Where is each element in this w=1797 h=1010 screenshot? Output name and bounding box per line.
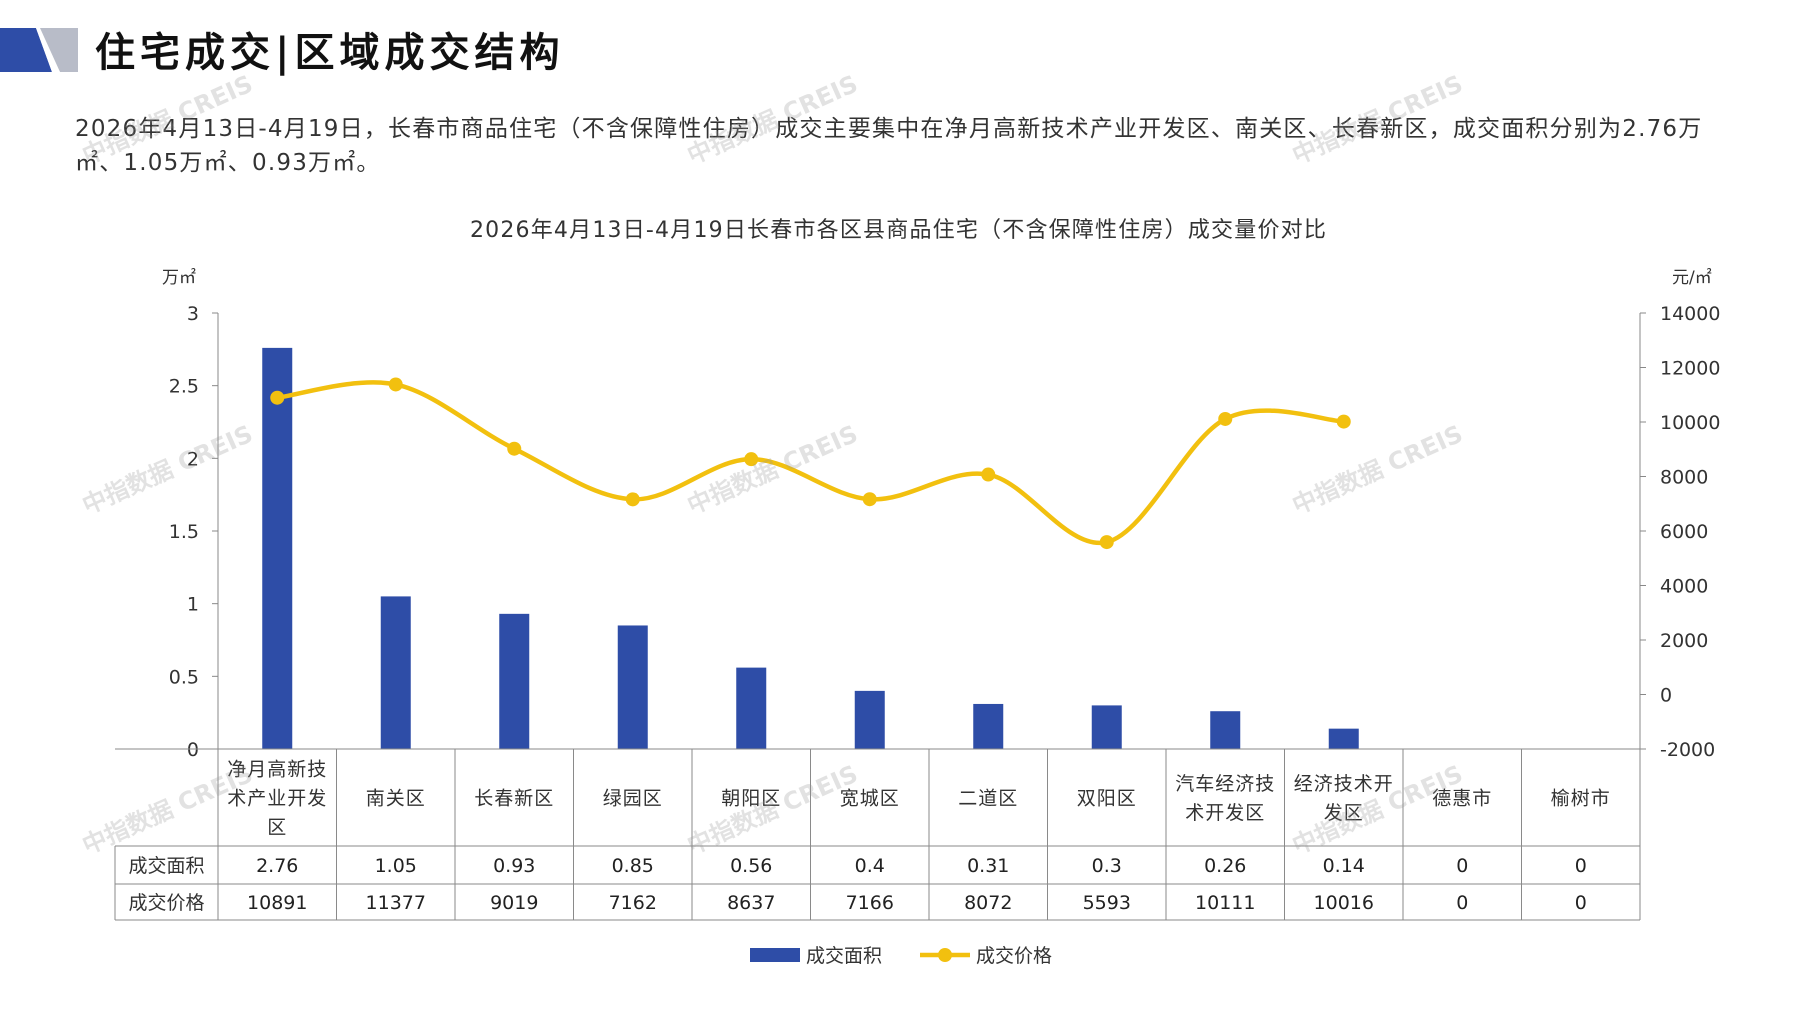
- y-left-unit: 万㎡: [162, 268, 196, 288]
- category-label: 净月高新技: [227, 759, 327, 781]
- data-label: 0: [1456, 892, 1468, 914]
- price-point: [625, 492, 640, 507]
- chart-title: 2026年4月13日-4月19日长春市各区县商品住宅（不含保障性住房）成交量价对…: [469, 218, 1328, 243]
- price-point: [270, 390, 285, 405]
- data-label: 10016: [1314, 892, 1374, 914]
- bar: [973, 703, 1004, 749]
- y-left-tick-label: 0.5: [169, 666, 199, 688]
- y-right-tick-label: -2000: [1660, 739, 1715, 761]
- category-label: 长春新区: [474, 788, 554, 810]
- category-label: 朝阳区: [721, 788, 781, 810]
- price-line: [276, 380, 1344, 546]
- y-left-tick-label: 1.5: [169, 521, 199, 543]
- category-label: 德惠市: [1432, 788, 1492, 810]
- category-label: 绿园区: [603, 788, 663, 810]
- legend-label: 成交面积: [806, 945, 882, 967]
- legend-label: 成交价格: [976, 945, 1052, 967]
- data-label: 9019: [490, 892, 538, 914]
- y-right-tick-label: 6000: [1660, 521, 1708, 543]
- data-label: 0: [1456, 855, 1468, 877]
- category-label: 术产业开发: [227, 788, 327, 810]
- legend-swatch-bar: [750, 948, 800, 962]
- y-left-tick-label: 0: [187, 739, 199, 761]
- price-point: [1218, 411, 1233, 426]
- category-label: 发区: [1324, 802, 1364, 824]
- y-right-tick-label: 8000: [1660, 467, 1708, 489]
- legend-swatch-point: [938, 948, 952, 962]
- bar: [617, 625, 648, 749]
- data-label: 11377: [366, 892, 426, 914]
- category-label: 经济技术开: [1294, 773, 1394, 795]
- category-label: 宽城区: [840, 788, 900, 810]
- data-label: 2.76: [256, 855, 298, 877]
- data-label: 0.31: [967, 855, 1009, 877]
- category-label: 术开发区: [1185, 802, 1265, 824]
- table-row-header: 成交价格: [128, 892, 204, 914]
- y-right-tick-label: 14000: [1660, 303, 1720, 325]
- data-label: 8072: [964, 892, 1012, 914]
- y-right-tick-label: 10000: [1660, 412, 1720, 434]
- price-point: [1336, 414, 1351, 429]
- y-right-tick-label: 2000: [1660, 630, 1708, 652]
- price-point: [388, 377, 403, 392]
- y-right-tick-label: 0: [1660, 685, 1672, 707]
- category-label: 榆树市: [1551, 788, 1611, 810]
- bar: [499, 613, 530, 749]
- bar: [1210, 711, 1241, 749]
- category-label: 双阳区: [1077, 788, 1137, 810]
- brand-logo-icon: [0, 28, 78, 72]
- category-label: 南关区: [366, 788, 426, 810]
- data-label: 0.26: [1204, 855, 1246, 877]
- category-label: 区: [267, 817, 287, 839]
- bar: [736, 667, 767, 749]
- category-label: 二道区: [958, 788, 1018, 810]
- data-label: 0.93: [493, 855, 535, 877]
- category-label: 汽车经济技: [1175, 773, 1275, 795]
- price-point: [507, 441, 522, 456]
- bar: [380, 596, 411, 749]
- data-label: 0: [1575, 855, 1587, 877]
- data-label: 5593: [1083, 892, 1131, 914]
- summary-text: 2026年4月13日-4月19日，长春市商品住宅（不含保障性住房）成交主要集中在…: [75, 116, 1703, 176]
- y-right-tick-label: 4000: [1660, 576, 1708, 598]
- price-point: [744, 452, 759, 467]
- bar: [262, 347, 293, 749]
- data-label: 10891: [247, 892, 307, 914]
- y-right-tick-label: 12000: [1660, 358, 1720, 380]
- y-left-tick-label: 1: [187, 594, 199, 616]
- bar: [1328, 728, 1359, 749]
- data-label: 1.05: [375, 855, 417, 877]
- data-label: 7162: [609, 892, 657, 914]
- y-right-unit: 元/㎡: [1672, 268, 1712, 288]
- y-left-tick-label: 3: [187, 303, 199, 325]
- price-point: [862, 492, 877, 507]
- data-label: 0: [1575, 892, 1587, 914]
- y-left-tick-label: 2: [187, 448, 199, 470]
- bar: [1091, 705, 1122, 749]
- page-title: 住宅成交|区域成交结构: [95, 29, 565, 76]
- bar: [854, 690, 885, 749]
- data-label: 0.56: [730, 855, 772, 877]
- data-label: 7166: [846, 892, 894, 914]
- data-label: 0.85: [612, 855, 654, 877]
- data-label: 0.3: [1092, 855, 1122, 877]
- data-label: 0.14: [1323, 855, 1365, 877]
- y-left-tick-label: 2.5: [169, 376, 199, 398]
- data-label: 8637: [727, 892, 775, 914]
- price-point: [981, 467, 996, 482]
- data-label: 0.4: [855, 855, 885, 877]
- table-row-header: 成交面积: [128, 855, 204, 877]
- data-label: 10111: [1195, 892, 1255, 914]
- price-point: [1099, 535, 1114, 550]
